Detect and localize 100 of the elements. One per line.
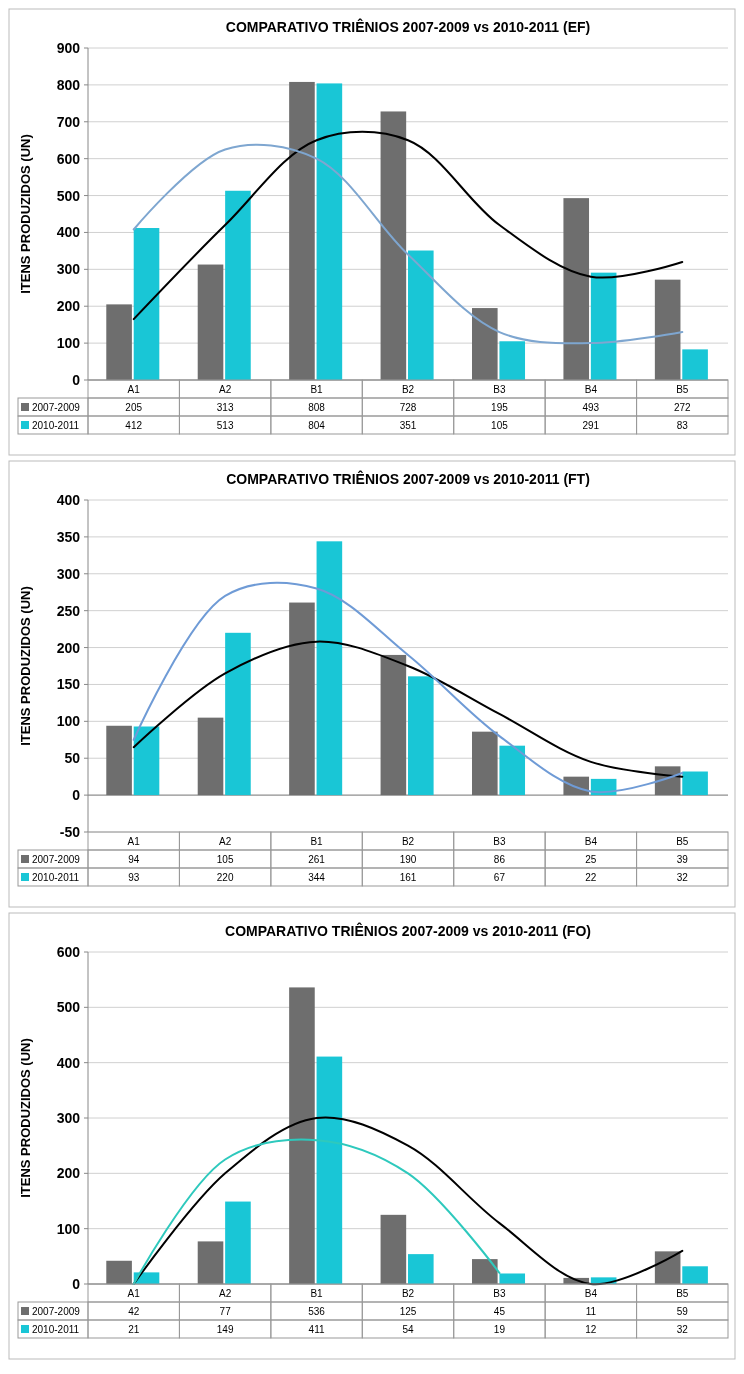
data-label: 39: [676, 854, 689, 865]
x-tick-label: B4: [584, 384, 598, 395]
bar: [289, 602, 315, 796]
data-label: 728: [399, 402, 417, 413]
y-tick-label: 300: [56, 1110, 81, 1126]
data-label: 45: [493, 1306, 506, 1317]
legend-label: 2007-2009: [32, 854, 81, 865]
y-tick-label: 350: [56, 528, 81, 545]
x-tick-label: A2: [219, 836, 232, 847]
bar: [225, 632, 251, 796]
chart-title: COMPARATIVO TRIÊNIOS 2007-2009 vs 2010-2011 (FO): [225, 922, 591, 939]
bar: [197, 1241, 224, 1284]
y-tick-label: 600: [56, 944, 81, 960]
bar: [499, 341, 526, 380]
bar: [316, 83, 343, 380]
bar: [106, 304, 132, 380]
data-label: 125: [399, 1306, 417, 1317]
legend-label: 2007-2009: [32, 402, 81, 413]
data-label: 261: [308, 854, 326, 865]
data-label: 94: [128, 854, 140, 865]
y-axis-title: ITENS PRODUZIDOS (UN): [18, 1038, 33, 1198]
data-label: 313: [216, 402, 234, 413]
data-label: 11: [585, 1306, 597, 1317]
bar: [289, 81, 315, 380]
x-tick-label: A1: [127, 384, 141, 395]
bar: [316, 1056, 343, 1284]
bar: [225, 1201, 251, 1284]
data-label: 161: [399, 872, 417, 883]
data-label: 412: [125, 420, 143, 431]
legend-label: 2010-2011: [32, 420, 80, 431]
data-label: 536: [308, 1306, 326, 1317]
data-label: 105: [491, 420, 509, 431]
x-tick-label: A1: [127, 836, 141, 847]
data-label: 32: [676, 872, 689, 883]
bar: [499, 745, 526, 796]
bar: [499, 1273, 526, 1284]
y-tick-label: 100: [56, 1220, 81, 1237]
bar: [682, 349, 708, 380]
data-label: 22: [585, 872, 597, 883]
data-label: 291: [582, 420, 600, 431]
x-tick-label: B5: [676, 836, 689, 847]
y-tick-label: 700: [56, 113, 81, 130]
x-tick-label: B3: [493, 384, 506, 395]
x-tick-label: B1: [310, 1288, 324, 1299]
y-tick-label: 500: [56, 999, 81, 1016]
x-tick-label: A1: [127, 1288, 141, 1299]
data-label: 808: [308, 402, 326, 413]
data-label: 83: [676, 420, 689, 431]
data-label: 67: [493, 872, 506, 883]
y-tick-label: 500: [56, 187, 81, 204]
bar: [408, 676, 434, 796]
bar: [380, 1214, 407, 1284]
data-label: 195: [491, 402, 509, 413]
legend-label: 2010-2011: [32, 872, 80, 883]
data-label: 272: [673, 402, 692, 413]
bar: [590, 272, 617, 380]
data-label: 54: [402, 1324, 414, 1335]
data-label: 93: [128, 872, 140, 883]
x-tick-label: B2: [401, 836, 415, 847]
data-label: 86: [493, 854, 506, 865]
y-tick-label: 200: [56, 1165, 81, 1182]
x-tick-label: B4: [584, 1288, 598, 1299]
bar: [380, 111, 407, 380]
y-tick-label: 400: [56, 492, 81, 508]
bar: [225, 190, 251, 380]
data-label: 42: [128, 1306, 140, 1317]
data-label: 21: [128, 1324, 140, 1335]
y-tick-label: -50: [59, 824, 81, 840]
data-label: 105: [216, 854, 234, 865]
y-tick-label: 600: [56, 150, 81, 167]
legend-label: 2007-2009: [32, 1306, 81, 1317]
data-label: 12: [585, 1324, 597, 1335]
x-tick-label: B3: [493, 1288, 506, 1299]
data-label: 205: [125, 402, 143, 413]
bar: [380, 654, 407, 796]
bar: [408, 250, 434, 380]
chart-title: COMPARATIVO TRIÊNIOS 2007-2009 vs 2010-2011 (EF): [225, 18, 591, 35]
x-tick-label: B5: [676, 384, 689, 395]
data-label: 59: [676, 1306, 689, 1317]
y-tick-label: 100: [56, 335, 81, 352]
bar: [106, 1260, 132, 1284]
y-tick-label: 900: [56, 40, 81, 56]
bar: [408, 1254, 434, 1284]
y-tick-label: 400: [56, 1054, 81, 1071]
data-label: 351: [399, 420, 417, 431]
bar: [133, 726, 160, 796]
legend-label: 2010-2011: [32, 1324, 80, 1335]
bar: [316, 541, 343, 796]
bar: [682, 1266, 708, 1284]
bar: [106, 725, 132, 796]
bar: [133, 228, 160, 380]
y-tick-label: 200: [56, 298, 81, 315]
y-tick-label: 150: [56, 676, 81, 693]
x-tick-label: B3: [493, 836, 506, 847]
y-tick-label: 200: [56, 639, 81, 656]
chart-title: COMPARATIVO TRIÊNIOS 2007-2009 vs 2010-2011 (FT): [226, 470, 590, 487]
x-tick-label: B2: [401, 1288, 415, 1299]
y-tick-label: 250: [56, 602, 81, 619]
x-tick-label: B5: [676, 1288, 689, 1299]
bar: [197, 264, 224, 380]
